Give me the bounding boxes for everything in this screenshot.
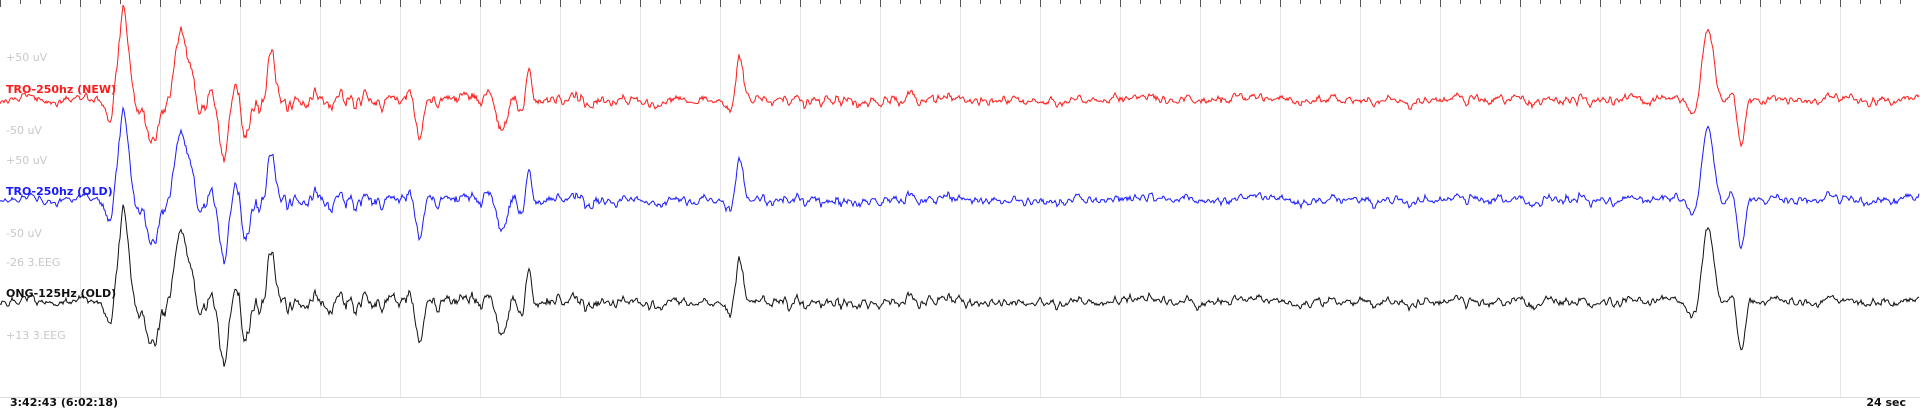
channel-3-scale-top: -26 3.EEG (6, 256, 61, 269)
channel-2-trace (0, 106, 1920, 265)
channel-1-scale-top: +50 uV (6, 51, 48, 64)
page-span-readout: 24 sec (1866, 396, 1906, 409)
channel-2-label[interactable]: TRO-250hz (OLD) (6, 185, 113, 198)
channel-3-scale-bottom: +13 3.EEG (6, 329, 66, 342)
eeg-waveforms (0, 4, 1920, 367)
channel-1-label[interactable]: TRO-250hz (NEW) (6, 83, 117, 96)
channel-1-trace (0, 4, 1920, 163)
channel-1-scale-bottom: -50 uV (6, 124, 42, 137)
timestamp-readout: 3:42:43 (6:02:18) (10, 396, 119, 409)
channel-2-scale-bottom: -50 uV (6, 227, 42, 240)
channel-3-trace (0, 204, 1920, 367)
channel-3-label[interactable]: ONG-125Hz (OLD) (6, 287, 117, 300)
time-grid (0, 0, 1920, 398)
channel-2-scale-top: +50 uV (6, 154, 48, 167)
time-ticks (0, 0, 1901, 7)
